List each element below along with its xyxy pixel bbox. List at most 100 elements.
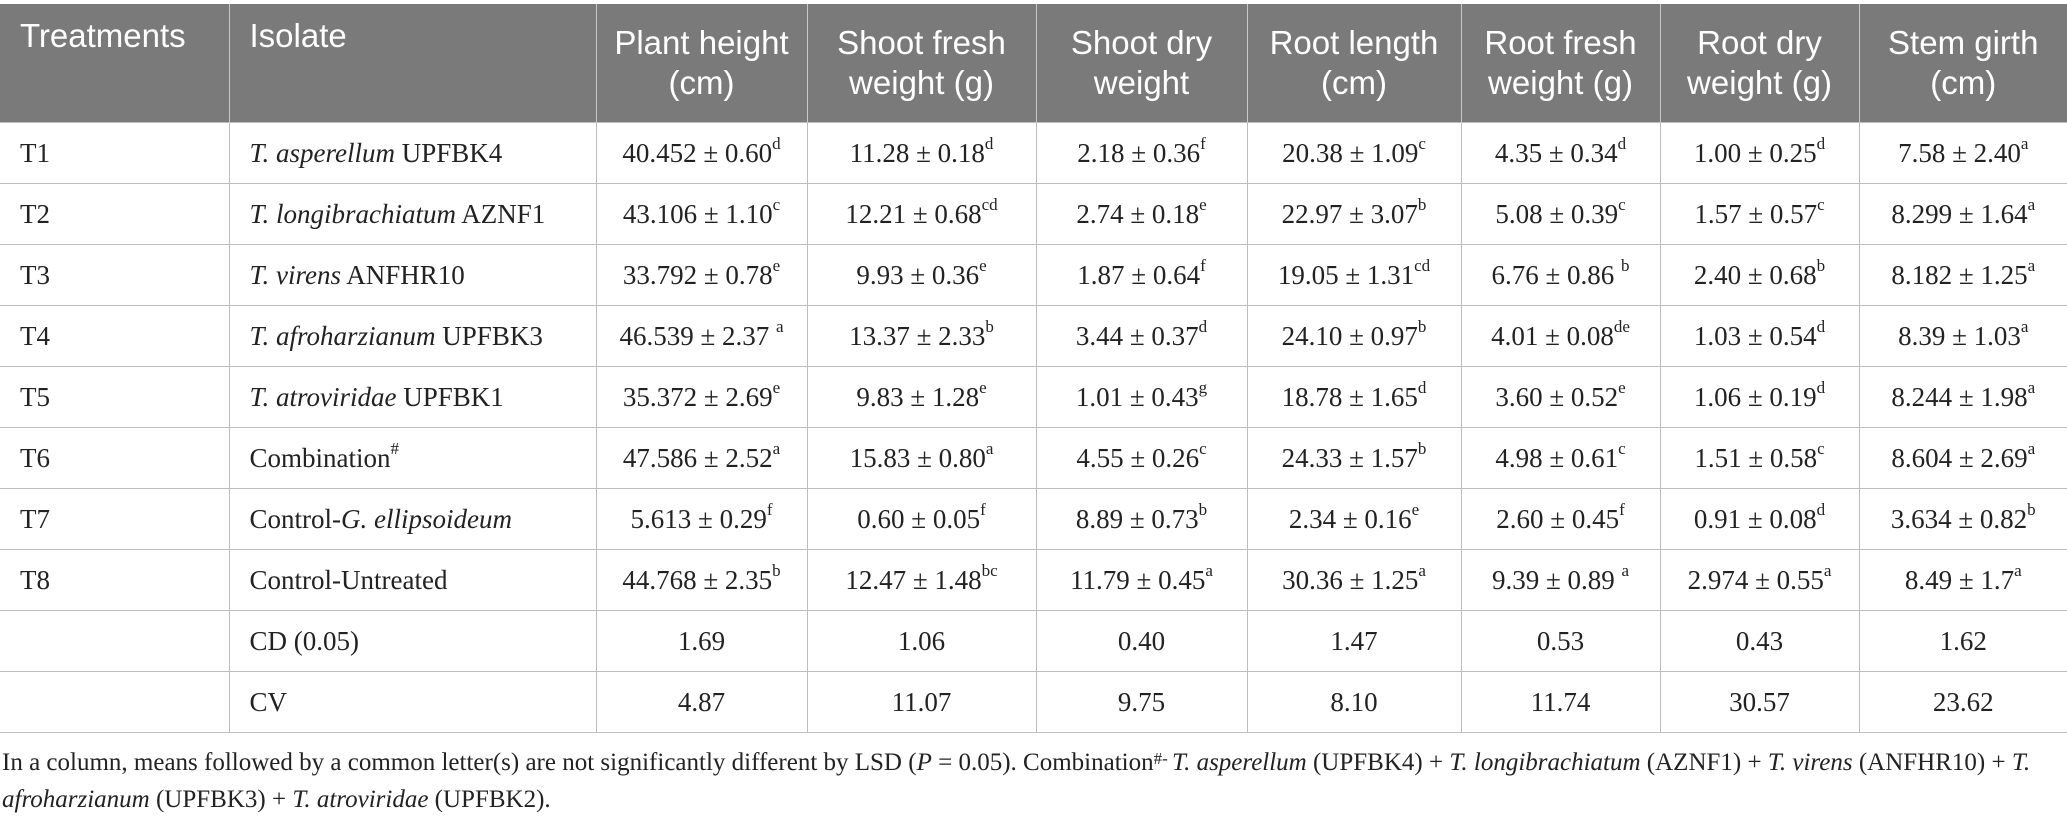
value: 8.89 ± 0.73 bbox=[1075, 503, 1199, 534]
isolate-label: CD (0.05) bbox=[249, 625, 360, 656]
footnote-text: (UPFBK3) + bbox=[149, 786, 293, 813]
isolate-species: T. afroharzianum bbox=[249, 320, 436, 351]
header-stem-girth: Stem girth (cm) bbox=[1859, 4, 2067, 123]
root-dry-weight-cell: 2.974 ± 0.55a bbox=[1659, 549, 1860, 611]
value: 18.78 ± 1.65 bbox=[1281, 381, 1418, 412]
letter: d bbox=[1417, 377, 1427, 397]
footnote-italic: P bbox=[916, 749, 932, 776]
shoot-fresh-weight-cell: 12.21 ± 0.68cd bbox=[806, 183, 1037, 245]
value: 5.613 ± 0.29 bbox=[630, 503, 767, 534]
value: 30.36 ± 1.25 bbox=[1282, 564, 1419, 595]
root-length-cell: 19.05 ± 1.31cd bbox=[1246, 244, 1462, 306]
root-length-cell: 8.10 bbox=[1246, 671, 1462, 733]
value: 9.93 ± 0.36 bbox=[856, 259, 980, 290]
letter: e bbox=[979, 377, 987, 397]
letter: f bbox=[1200, 255, 1206, 275]
letter: a bbox=[2027, 377, 2036, 397]
value: 24.10 ± 0.97 bbox=[1281, 320, 1418, 351]
footnote-text: = 0.05). Combination bbox=[931, 749, 1154, 776]
letter: e bbox=[772, 377, 781, 397]
shoot-fresh-weight-cell: 0.60 ± 0.05f bbox=[806, 488, 1037, 550]
letter: e bbox=[772, 255, 781, 275]
isolate-label: Control- bbox=[249, 503, 342, 534]
table-row: T1 T. asperellum UPFBK4 40.452 ± 0.60d 1… bbox=[0, 122, 2067, 184]
letter: a bbox=[985, 438, 994, 458]
value: 8.299 ± 1.64 bbox=[1891, 198, 2028, 229]
value: 24.33 ± 1.57 bbox=[1281, 442, 1418, 473]
stem-girth-cell: 23.62 bbox=[1858, 671, 2067, 733]
footnote-marker: # bbox=[390, 438, 400, 458]
shoot-fresh-weight-cell: 1.06 bbox=[806, 610, 1037, 672]
header-root-length: Root length (cm) bbox=[1247, 4, 1462, 123]
letter: e bbox=[979, 255, 987, 275]
root-fresh-weight-cell: 4.01 ± 0.08de bbox=[1460, 305, 1661, 367]
shoot-dry-weight-cell: 2.74 ± 0.18e bbox=[1035, 183, 1248, 245]
root-fresh-weight-cell: 3.60 ± 0.52e bbox=[1460, 366, 1661, 428]
treatment-cell: T3 bbox=[0, 244, 230, 306]
footnote-text: (AZNF1) + bbox=[1640, 749, 1768, 776]
isolate-cell: T. asperellum UPFBK4 bbox=[228, 122, 597, 184]
root-dry-weight-cell: 1.51 ± 0.58c bbox=[1659, 427, 1860, 489]
letter: c bbox=[1817, 438, 1825, 458]
header-row: Treatments Isolate Plant height (cm) Sho… bbox=[0, 4, 2067, 123]
table-row: T3 T. virens ANFHR10 33.792 ± 0.78e 9.93… bbox=[0, 244, 2067, 306]
value: 8.604 ± 2.69 bbox=[1891, 442, 2028, 473]
letter: c bbox=[1618, 438, 1626, 458]
footnote-species: T. longibrachiatum bbox=[1449, 749, 1641, 776]
isolate-strain: UPFBK1 bbox=[396, 381, 504, 412]
letter: a bbox=[1621, 560, 1630, 580]
value: 20.38 ± 1.09 bbox=[1282, 137, 1419, 168]
letter: b bbox=[1198, 499, 1208, 519]
shoot-dry-weight-cell: 4.55 ± 0.26c bbox=[1035, 427, 1248, 489]
stem-girth-cell: 1.62 bbox=[1858, 610, 2067, 672]
header-shoot-dry-weight: Shoot dry weight bbox=[1036, 4, 1248, 123]
treatment-cell: T2 bbox=[0, 183, 230, 245]
letter: f bbox=[1619, 499, 1625, 519]
letter: d bbox=[1816, 377, 1826, 397]
stem-girth-cell: 8.182 ± 1.25a bbox=[1858, 244, 2067, 306]
value: 40.452 ± 0.60 bbox=[622, 137, 773, 168]
stem-girth-cell: 8.299 ± 1.64a bbox=[1858, 183, 2067, 245]
value: 13.37 ± 2.33 bbox=[849, 320, 986, 351]
shoot-fresh-weight-cell: 9.93 ± 0.36e bbox=[806, 244, 1037, 306]
letter: b bbox=[1621, 255, 1630, 275]
treatment-cell: T7 bbox=[0, 488, 230, 550]
letter: d bbox=[772, 133, 781, 153]
isolate-label: Control-Untreated bbox=[249, 564, 448, 595]
value: 2.18 ± 0.36 bbox=[1077, 137, 1201, 168]
value: 1.51 ± 0.58 bbox=[1694, 442, 1818, 473]
value: 8.182 ± 1.25 bbox=[1891, 259, 2028, 290]
isolate-label: CV bbox=[249, 686, 288, 717]
value: 6.76 ± 0.86 bbox=[1491, 259, 1622, 290]
letter: a bbox=[772, 438, 781, 458]
value: 8.39 ± 1.03 bbox=[1898, 320, 2021, 351]
root-fresh-weight-cell: 2.60 ± 0.45f bbox=[1460, 488, 1661, 550]
stem-girth-cell: 7.58 ± 2.40a bbox=[1858, 122, 2067, 184]
letter: d bbox=[1816, 316, 1826, 336]
value: 2.40 ± 0.68 bbox=[1693, 259, 1817, 290]
isolate-strain: ANFHR10 bbox=[341, 259, 465, 290]
plant-height-cell: 5.613 ± 0.29f bbox=[595, 488, 808, 550]
value: 4.35 ± 0.34 bbox=[1494, 137, 1618, 168]
root-fresh-weight-cell: 5.08 ± 0.39c bbox=[1460, 183, 1661, 245]
letter: a bbox=[2020, 133, 2029, 153]
plant-height-cell: 43.106 ± 1.10c bbox=[595, 183, 808, 245]
letter: b bbox=[1417, 316, 1427, 336]
root-fresh-weight-cell: 0.53 bbox=[1460, 610, 1661, 672]
treatment-cell: T6 bbox=[0, 427, 230, 489]
isolate-species: T. longibrachiatum bbox=[249, 198, 457, 229]
value: 8.49 ± 1.7 bbox=[1904, 564, 2015, 595]
value: 2.74 ± 0.18 bbox=[1076, 198, 1200, 229]
value: 43.106 ± 1.10 bbox=[622, 198, 773, 229]
stem-girth-cell: 8.604 ± 2.69a bbox=[1858, 427, 2067, 489]
footnote-species: T. virens bbox=[1767, 749, 1853, 776]
letter: c bbox=[1618, 194, 1626, 214]
shoot-dry-weight-cell: 11.79 ± 0.45a bbox=[1035, 549, 1248, 611]
value: 11.79 ± 0.45 bbox=[1070, 564, 1206, 595]
isolate-cell: T. longibrachiatum AZNF1 bbox=[228, 183, 597, 245]
letter: cd bbox=[981, 194, 998, 214]
isolate-cell: Combination# bbox=[228, 427, 597, 489]
isolate-cell: Control-G. ellipsoideum bbox=[228, 488, 597, 550]
letter: a bbox=[1418, 560, 1426, 580]
value: 9.83 ± 1.28 bbox=[856, 381, 980, 412]
